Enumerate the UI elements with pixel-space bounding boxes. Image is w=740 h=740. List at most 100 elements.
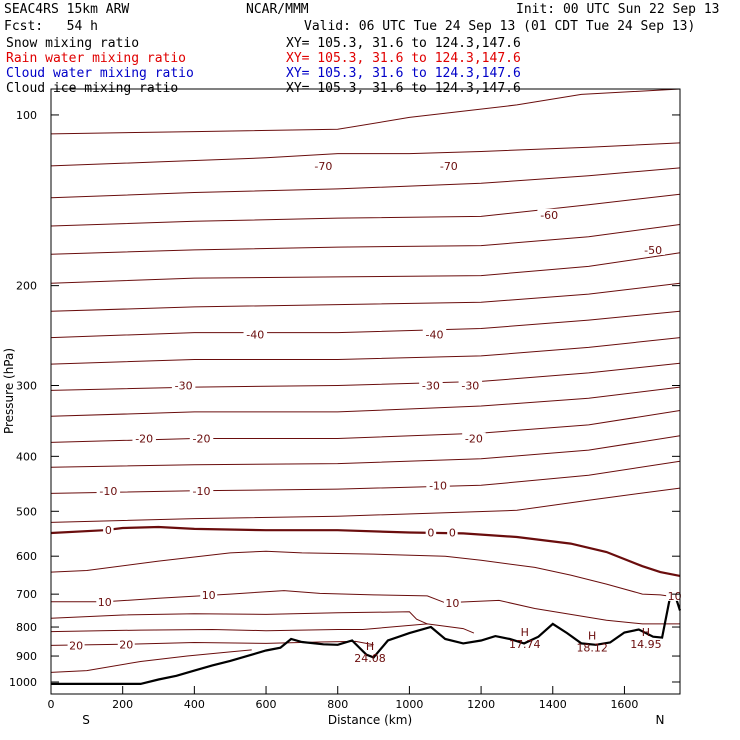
org-label: NCAR/MMM	[246, 2, 309, 17]
contour-label: -20	[193, 432, 211, 445]
contour-label: 20	[119, 638, 133, 651]
y-tick-label: 800	[16, 621, 37, 634]
contour-line	[50, 167, 681, 199]
contour-line	[50, 550, 681, 599]
model-title: SEAC4RS 15km ARW	[4, 2, 130, 17]
init-time: Init: 00 UTC Sun 22 Sep 13	[516, 2, 720, 17]
contour-label-bg	[641, 243, 665, 255]
contour-label: -40	[426, 329, 444, 342]
contour-label-bg	[462, 432, 486, 444]
plot-frame	[50, 88, 681, 695]
contour-line	[50, 460, 681, 494]
x-tick-label: 1600	[610, 698, 638, 711]
contour-line	[50, 252, 681, 284]
legend-xy-rain: XY= 105.3, 31.6 to 124.3,147.6	[286, 51, 521, 66]
contour-label-bg	[447, 526, 458, 538]
contour-label: 20	[69, 639, 83, 652]
contour-label-bg	[96, 595, 114, 607]
contour-label: -60	[540, 209, 558, 222]
contour-label-bg	[189, 432, 214, 444]
contour-line	[50, 649, 252, 673]
contour-line	[50, 487, 681, 523]
contour-line	[50, 623, 475, 634]
contour-label-bg	[67, 639, 85, 651]
temperature-contours	[50, 88, 681, 673]
y-axis-label: Pressure (hPa)	[2, 348, 16, 434]
contour-label: 0	[105, 524, 112, 537]
contour-label: 0	[427, 527, 434, 540]
contour-label-bg	[426, 479, 450, 491]
x-tick-label: 1200	[467, 698, 495, 711]
x-tick-label: 200	[112, 698, 133, 711]
contour-label-bg	[419, 379, 443, 391]
extremum-value: 18.12	[576, 642, 608, 655]
extremum-mark: H	[588, 630, 596, 643]
contour-label-bg	[443, 596, 461, 608]
contour-label-bg	[666, 589, 684, 601]
y-tick-label: 300	[16, 379, 37, 392]
y-tick-label: 900	[16, 650, 37, 663]
contour-label-bg	[132, 432, 156, 444]
extremum-mark: H	[642, 626, 650, 639]
legend-label-cloud-water: Cloud water mixing ratio	[6, 66, 194, 81]
forecast-hour: Fcst: 54 h	[4, 19, 98, 34]
x-tick-label: 600	[256, 698, 277, 711]
contour-line	[50, 224, 681, 255]
contour-label: 10	[445, 597, 459, 610]
terrain-group	[51, 589, 682, 685]
extremum-mark: H	[366, 640, 374, 653]
contour-line	[50, 410, 681, 443]
contour-label-bg	[243, 328, 268, 340]
contour-label-bg	[425, 526, 437, 538]
contour-label: -20	[465, 432, 483, 445]
contour-line	[50, 88, 681, 135]
contour-label-bg	[103, 524, 114, 536]
contour-label-bg	[422, 328, 447, 340]
contour-label: -30	[461, 379, 479, 392]
x-axis-ticks: 0 200 400 600 800 1000 1200 1400 1600	[48, 686, 638, 711]
y-tick-label: 500	[16, 505, 37, 518]
y-tick-label: 200	[16, 280, 37, 293]
contour-label-bg	[437, 159, 461, 171]
y-tick-label: 100	[16, 109, 37, 122]
contour-label: -30	[422, 379, 440, 392]
contour-label-bg	[171, 379, 196, 391]
contour-label: -20	[135, 432, 153, 445]
extremum-value: 14.95	[630, 638, 662, 651]
contour-label: 10	[98, 596, 112, 609]
y-tick-label: 1000	[9, 676, 37, 689]
contour-label-bg	[189, 484, 214, 496]
contour-line	[50, 611, 428, 625]
contour-line	[50, 282, 681, 312]
contour-line	[50, 386, 681, 417]
x-axis-label: Distance (km)	[328, 713, 412, 727]
contour-line	[50, 435, 681, 468]
legend-xy-cloud-water: XY= 105.3, 31.6 to 124.3,147.6	[286, 66, 521, 81]
contour-line	[50, 362, 681, 391]
contour-label-bg	[96, 484, 121, 496]
north-end-label: N	[656, 713, 665, 727]
y-tick-label: 700	[16, 588, 37, 601]
contour-label: -30	[175, 379, 193, 392]
contour-line	[50, 193, 681, 227]
x-tick-label: 0	[48, 698, 55, 711]
y-tick-label: 600	[16, 550, 37, 563]
south-end-label: S	[82, 713, 90, 727]
contour-label: 10	[202, 589, 216, 602]
contour-label: -10	[99, 485, 117, 498]
contour-label-bg	[200, 588, 218, 600]
y-tick-label: 400	[16, 450, 37, 463]
contour-label: -40	[246, 329, 264, 342]
contour-label-bg	[117, 638, 135, 650]
contour-label: -50	[644, 244, 662, 257]
legend-label-rain: Rain water mixing ratio	[6, 51, 187, 66]
contour-label: -10	[193, 485, 211, 498]
contour-label-bg	[458, 379, 483, 391]
contour-label-bg	[537, 208, 561, 220]
contour-labels: -70 -70 -60 -50 -40 -40 -30 -30 -30 -20 -20 -20 -10 -…	[67, 159, 684, 665]
contour-label: -70	[440, 160, 458, 173]
extremum-value: 17.74	[509, 638, 541, 651]
x-tick-label: 1000	[395, 698, 423, 711]
